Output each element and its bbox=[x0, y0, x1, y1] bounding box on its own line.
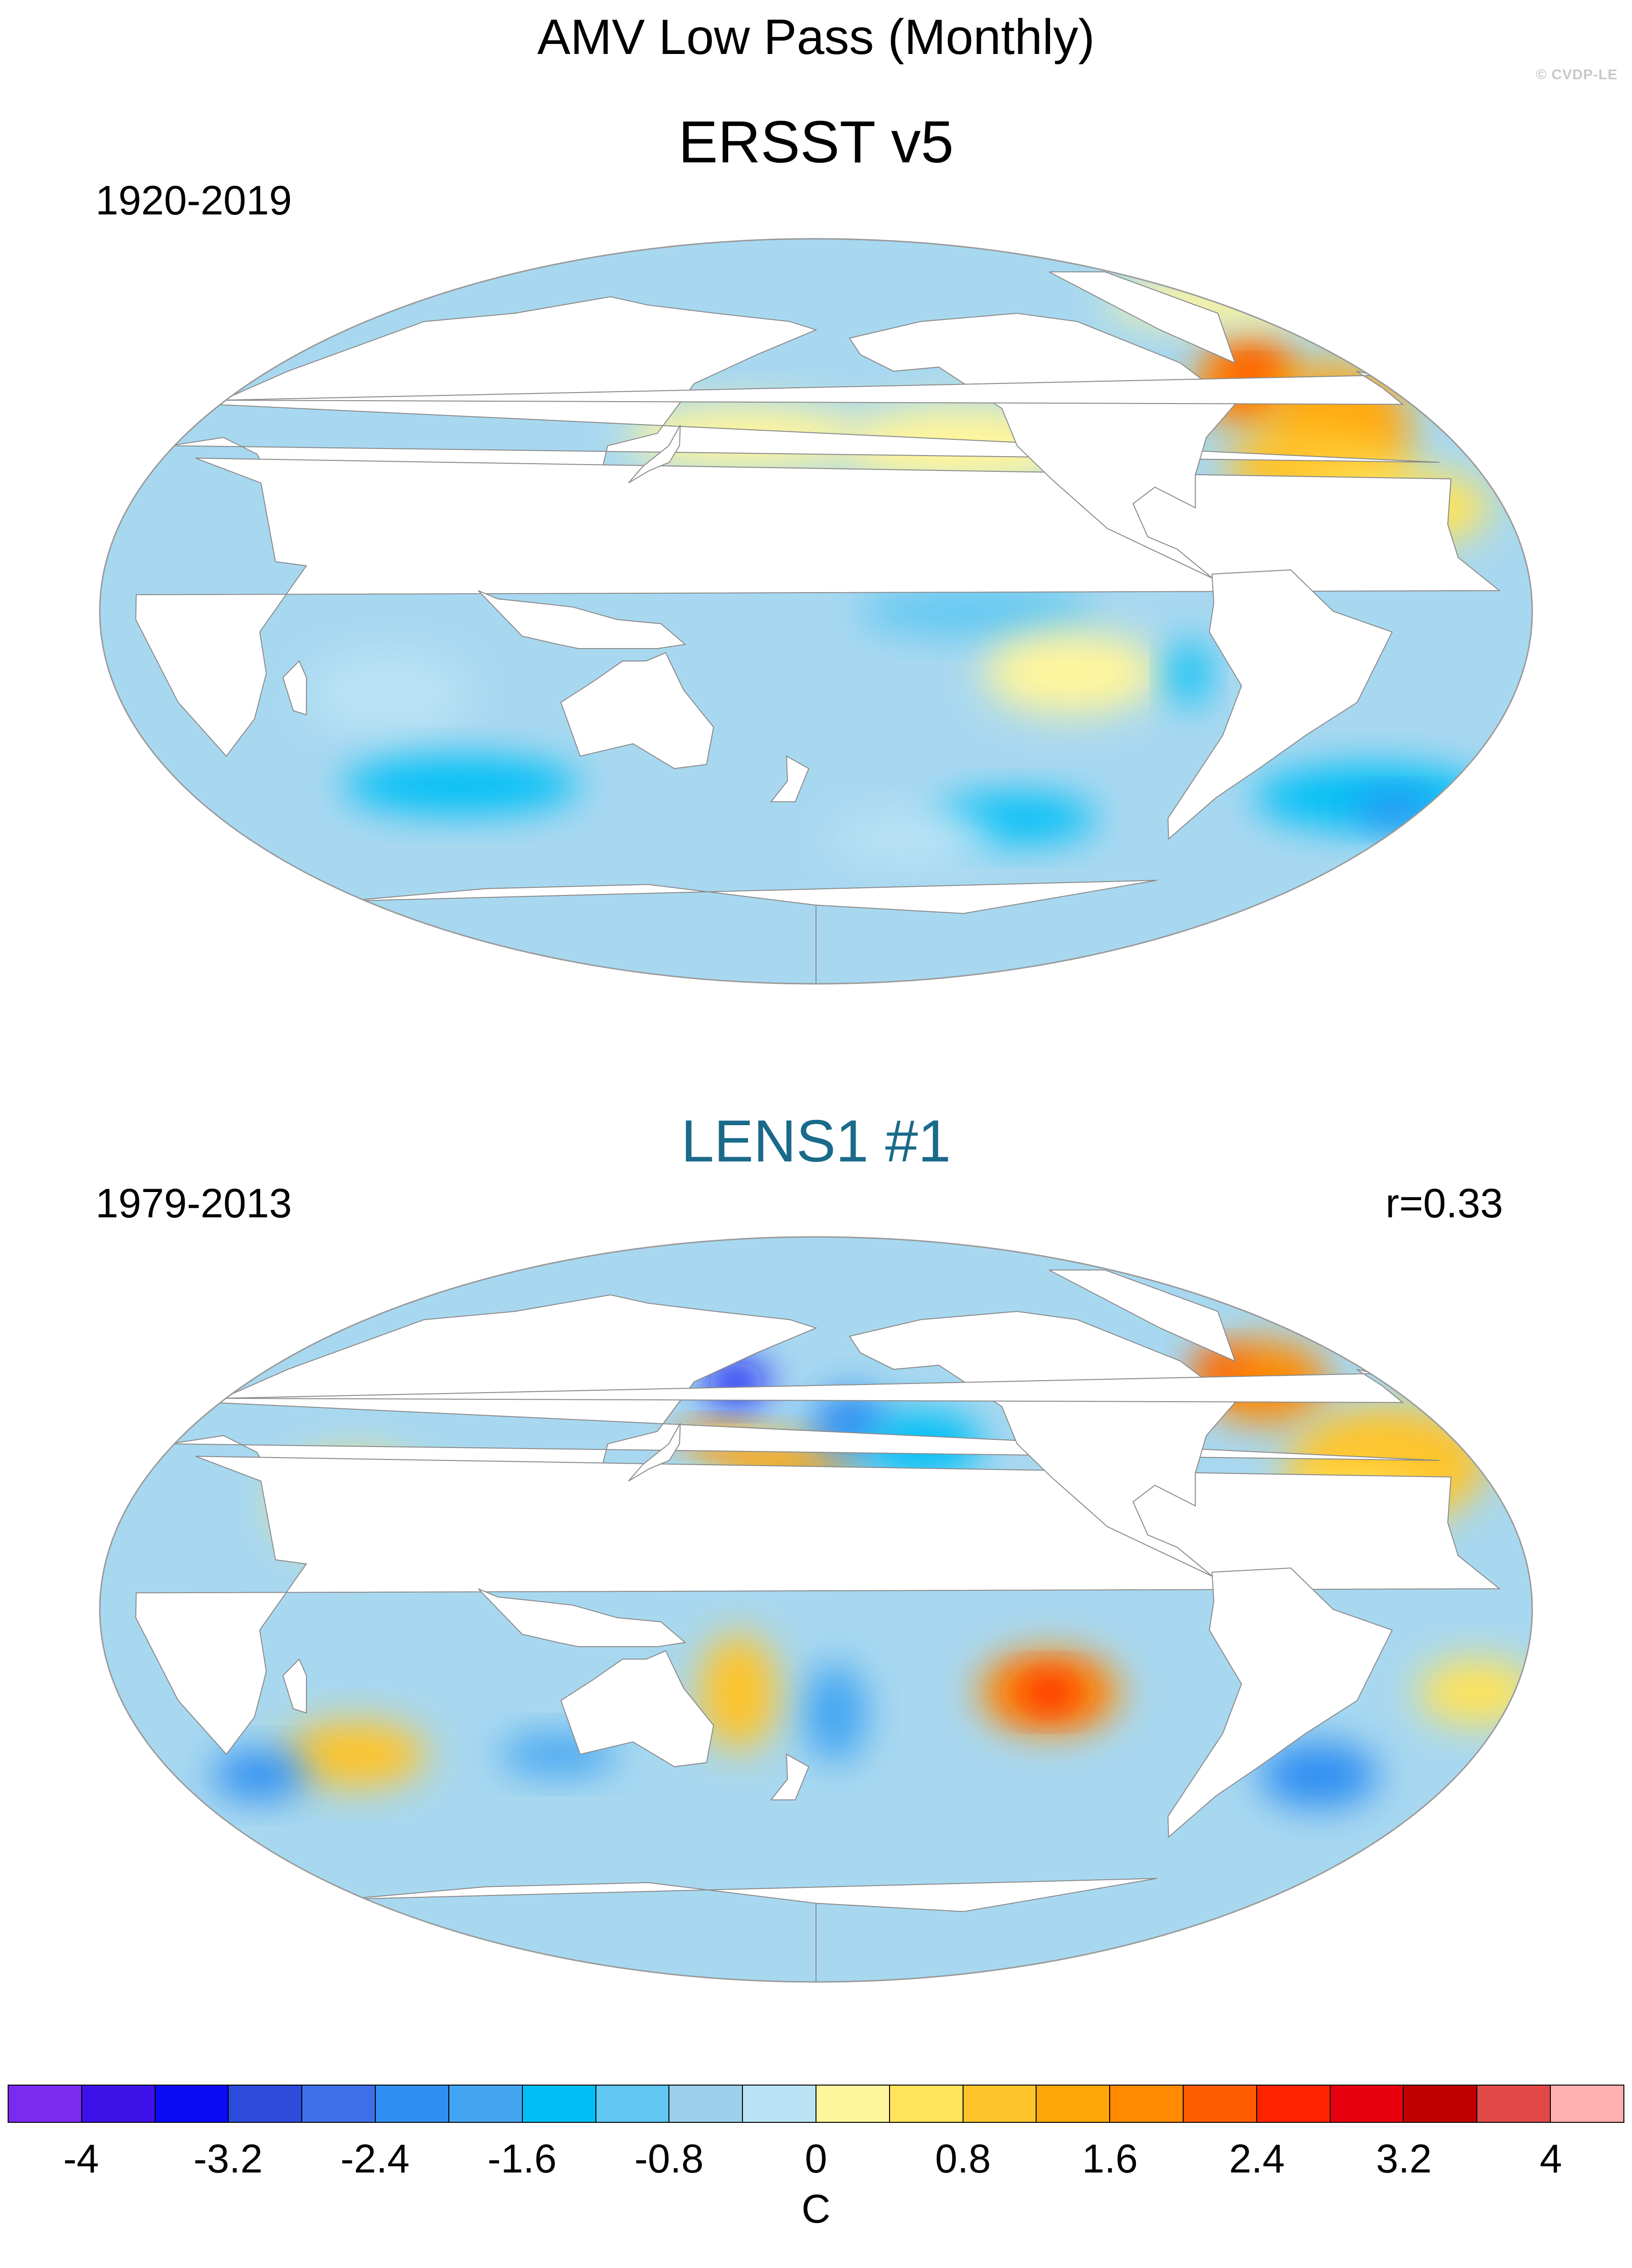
colorbar-cell bbox=[155, 2086, 229, 2122]
colorbar-cell bbox=[1037, 2086, 1111, 2122]
colorbar-cell bbox=[522, 2086, 596, 2122]
panel2-period: 1979-2013 bbox=[95, 1181, 292, 1226]
anomaly-region bbox=[1417, 1659, 1532, 1725]
land-new-zealand bbox=[770, 1753, 810, 1800]
anomaly-region bbox=[342, 756, 580, 814]
colorbar-cell bbox=[1551, 2086, 1623, 2122]
anomaly-region bbox=[1169, 640, 1209, 707]
land-antarctica bbox=[345, 880, 1157, 984]
colorbar-tick-label: 4 bbox=[1539, 2136, 1562, 2181]
colorbar-cell bbox=[963, 2086, 1037, 2122]
anomaly-region bbox=[284, 1721, 427, 1788]
colorbar-cell bbox=[1477, 2086, 1551, 2122]
colorbar-tick-label: 2.4 bbox=[1229, 2136, 1285, 2181]
land-madagascar bbox=[282, 660, 307, 716]
colorbar-cell bbox=[229, 2086, 303, 2122]
colorbar-cell bbox=[743, 2086, 816, 2122]
colorbar-tick-label: -2.4 bbox=[340, 2136, 410, 2181]
panel2-map bbox=[99, 1236, 1533, 1983]
land-indonesia bbox=[477, 590, 687, 649]
land-madagascar bbox=[282, 1658, 307, 1714]
colorbar-cell bbox=[376, 2086, 449, 2122]
colorbar-tick-label: -0.8 bbox=[634, 2136, 704, 2181]
anomaly-region bbox=[856, 586, 1094, 637]
land-japan bbox=[628, 1423, 681, 1482]
land-africa bbox=[135, 1456, 1501, 1755]
map-boundary bbox=[99, 238, 1533, 985]
colorbar-cell bbox=[449, 2086, 523, 2122]
colorbar-tick-label: 3.2 bbox=[1376, 2136, 1432, 2181]
anomaly-region bbox=[309, 652, 468, 736]
colorbar-cell bbox=[1330, 2086, 1404, 2122]
land-antarctica bbox=[345, 1878, 1157, 1982]
anomaly-region bbox=[1259, 1742, 1378, 1809]
anomaly-region bbox=[699, 1634, 778, 1751]
land-greenland bbox=[1049, 271, 1236, 364]
panel1-title: ERSST v5 bbox=[678, 109, 954, 175]
land-new-zealand bbox=[770, 755, 810, 802]
panel1-map bbox=[99, 238, 1533, 985]
anomaly-region bbox=[1017, 1671, 1081, 1713]
colorbar-cell bbox=[816, 2086, 890, 2122]
colorbar-cell bbox=[1404, 2086, 1478, 2122]
colorbar-cell bbox=[302, 2086, 376, 2122]
colorbar-tick-label: 0.8 bbox=[935, 2136, 991, 2181]
land-africa bbox=[135, 458, 1501, 757]
anomaly-region bbox=[212, 1750, 307, 1800]
figure-title: AMV Low Pass (Monthly) bbox=[537, 10, 1095, 65]
panel1-period: 1920-2019 bbox=[95, 178, 292, 224]
colorbar-cell bbox=[1257, 2086, 1331, 2122]
colorbar-tick-label: -1.6 bbox=[487, 2136, 557, 2181]
anomaly-region bbox=[833, 814, 992, 864]
colorbar-tick-label: -4 bbox=[63, 2136, 99, 2181]
colorbar-cell bbox=[1184, 2086, 1257, 2122]
land-australia bbox=[560, 652, 714, 769]
colorbar-tick-label: 1.6 bbox=[1082, 2136, 1138, 2181]
colorbar-cell bbox=[890, 2086, 964, 2122]
land-australia bbox=[560, 1650, 714, 1768]
copyright-label: © CVDP-LE bbox=[1536, 67, 1618, 83]
land-south-america bbox=[1167, 569, 1393, 840]
colorbar-tick-label: -3.2 bbox=[193, 2136, 263, 2181]
map-boundary bbox=[99, 1236, 1533, 1983]
colorbar-cell bbox=[9, 2086, 82, 2122]
land-greenland bbox=[1049, 1269, 1236, 1362]
panel2-title: LENS1 #1 bbox=[681, 1108, 951, 1174]
colorbar-tick-label: 0 bbox=[805, 2136, 827, 2181]
anomaly-region bbox=[984, 632, 1159, 715]
colorbar-cell bbox=[596, 2086, 670, 2122]
colorbar bbox=[8, 2085, 1624, 2123]
colorbar-cell bbox=[669, 2086, 743, 2122]
colorbar-cell bbox=[1110, 2086, 1184, 2122]
land-indonesia bbox=[477, 1588, 687, 1647]
panel2-correlation: r=0.33 bbox=[1385, 1181, 1503, 1226]
land-japan bbox=[628, 425, 681, 484]
land-south-america bbox=[1167, 1567, 1393, 1838]
anomaly-region bbox=[803, 1663, 867, 1763]
colorbar-units: C bbox=[801, 2186, 831, 2231]
colorbar-cell bbox=[82, 2086, 156, 2122]
